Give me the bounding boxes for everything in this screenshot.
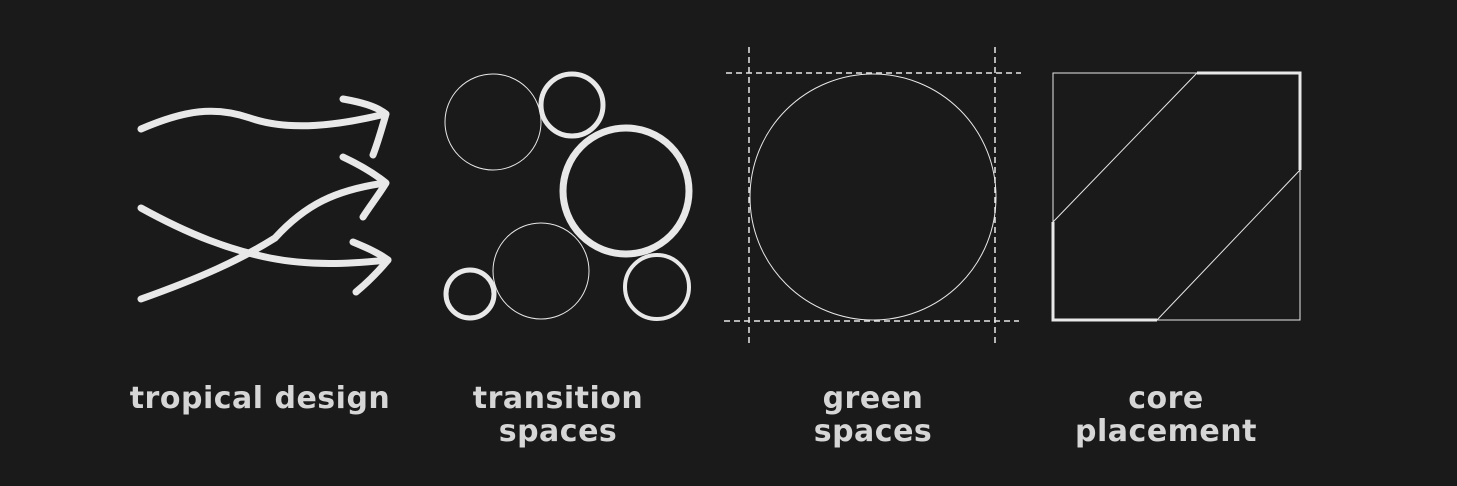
label-green-spaces: green spaces (733, 382, 1013, 448)
label-core-placement-line-1: core (1128, 381, 1204, 416)
circle-in-guides-icon (724, 47, 1021, 344)
lower-diagonal (1156, 169, 1301, 321)
label-core-placement: core placement (1026, 382, 1306, 448)
label-green-spaces-line-1: green (822, 381, 924, 416)
green-space-circle (749, 73, 997, 321)
label-transition-spaces-line-1: transition (472, 381, 644, 416)
flowing-arrows-icon (137, 95, 392, 303)
label-tropical-design: tropical design (120, 382, 400, 415)
small-bold-circle (538, 71, 606, 139)
diagonal-core-square-icon (1051, 71, 1302, 322)
upper-diagonal (1052, 72, 1198, 223)
medium-bold-circle (623, 253, 691, 321)
middle-flow-arrow-shaft (137, 179, 389, 303)
label-transition-spaces: transition spaces (418, 382, 698, 448)
label-tropical-design-line-1: tropical design (129, 381, 391, 416)
core-bold-edge-bottom-left (1051, 222, 1157, 322)
top-flow-arrow-shaft (137, 107, 389, 133)
core-bold-edge-top-right (1197, 71, 1302, 170)
large-thin-circle (444, 73, 542, 171)
label-transition-spaces-line-2: spaces (498, 414, 618, 449)
largest-bold-circle (559, 124, 693, 258)
tiny-bold-circle (443, 267, 497, 321)
bottom-flow-arrow-shaft (137, 204, 392, 267)
top-flow-arrowhead (339, 95, 390, 159)
middle-flow-arrowhead (339, 153, 390, 221)
label-core-placement-line-2: placement (1075, 414, 1257, 449)
medium-thin-circle (492, 222, 590, 320)
bottom-flow-arrowhead (349, 238, 392, 296)
circles-cluster-icon (443, 71, 693, 321)
outer-square (1052, 72, 1301, 321)
label-green-spaces-line-2: spaces (813, 414, 933, 449)
